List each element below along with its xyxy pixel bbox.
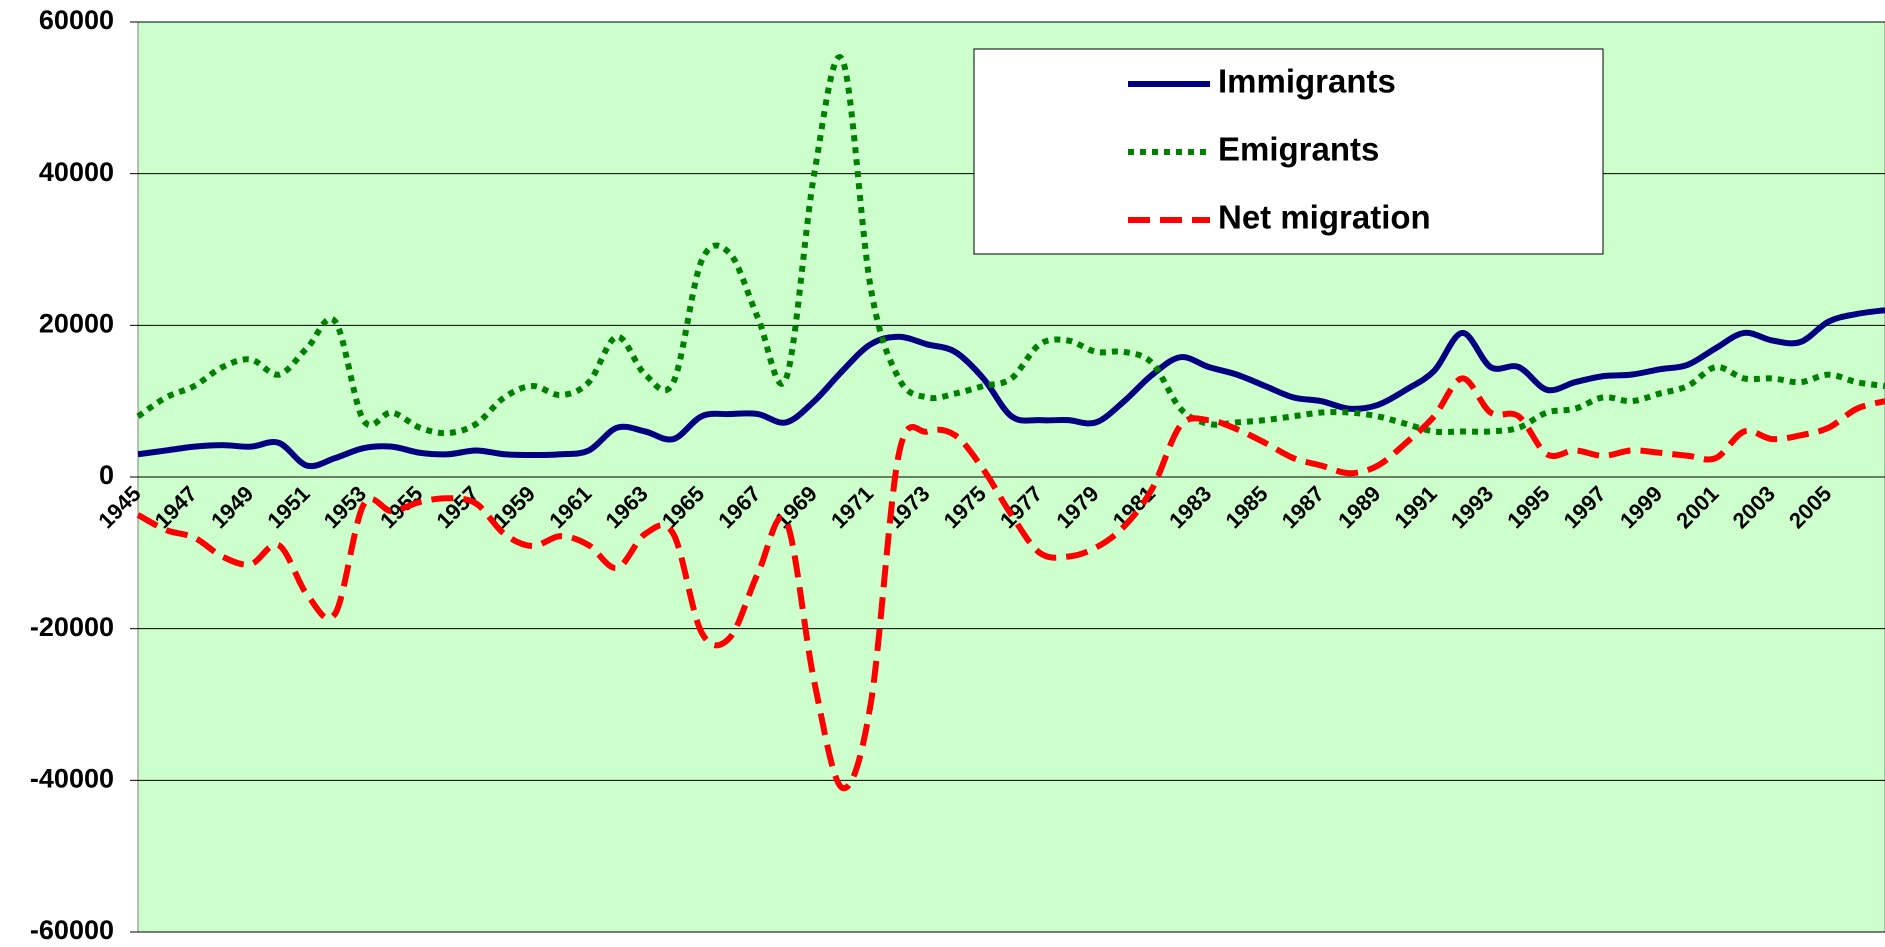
legend-label: Immigrants	[1218, 63, 1396, 100]
legend-box	[973, 48, 1604, 255]
y-tick-label: 60000	[39, 5, 114, 35]
y-tick-label: 40000	[39, 157, 114, 187]
legend-label: Emigrants	[1218, 131, 1379, 168]
legend-label: Net migration	[1218, 199, 1431, 236]
y-tick-label: -20000	[30, 612, 114, 642]
series-line	[137, 307, 1885, 470]
y-tick-label: -40000	[30, 763, 114, 793]
series-line	[136, 375, 1885, 792]
y-tick-label: 0	[99, 460, 114, 490]
y-tick-label: 20000	[39, 308, 114, 338]
y-tick-label: -60000	[30, 915, 114, 945]
